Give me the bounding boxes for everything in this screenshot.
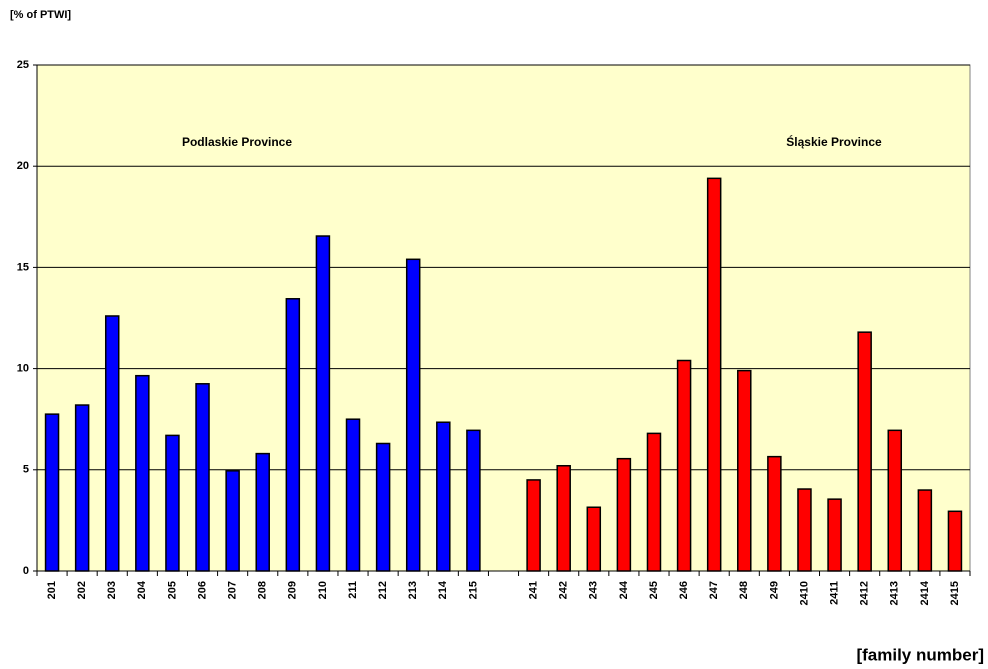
y-tick-label: 0 <box>23 565 29 577</box>
x-tick-label: 247 <box>708 581 720 599</box>
x-tick-label: 242 <box>558 581 570 599</box>
x-tick-label: 207 <box>227 581 239 599</box>
bar <box>195 383 210 572</box>
bar <box>436 421 451 572</box>
x-tick-label: 206 <box>196 581 208 599</box>
x-tick-label: 249 <box>768 581 780 599</box>
bar <box>165 434 180 572</box>
bar <box>737 369 752 572</box>
x-tick-label: 203 <box>106 581 118 599</box>
bar <box>375 442 391 572</box>
x-tick-label: 209 <box>287 581 299 599</box>
x-tick-label: 2413 <box>889 581 901 605</box>
bar <box>104 315 120 572</box>
x-axis-label: [family number] <box>856 645 984 664</box>
x-tick-label: 2410 <box>798 581 810 605</box>
x-tick-label: 213 <box>407 581 419 599</box>
x-tick-label: 214 <box>437 580 449 599</box>
bar <box>315 235 331 572</box>
bar <box>556 465 571 572</box>
bar <box>405 258 421 572</box>
bar <box>616 457 632 572</box>
x-tick-label: 244 <box>618 580 630 599</box>
bar <box>135 374 150 572</box>
y-tick-label: 25 <box>17 59 29 71</box>
series-label: Śląskie Province <box>786 134 882 149</box>
x-tick-label: 243 <box>588 581 600 599</box>
bar <box>74 404 90 572</box>
x-tick-label: 241 <box>528 581 540 599</box>
x-tick-label: 215 <box>467 581 479 599</box>
x-tick-label: 212 <box>377 581 389 599</box>
bar <box>947 510 963 572</box>
x-tick-label: 2412 <box>859 581 871 605</box>
y-tick-label: 5 <box>23 464 29 476</box>
bar <box>706 177 722 572</box>
bar <box>466 429 481 572</box>
series-label: Podlaskie Province <box>182 135 292 149</box>
x-tick-label: 210 <box>317 581 329 599</box>
bar <box>255 452 270 572</box>
x-tick-label: 2415 <box>949 581 961 605</box>
bar <box>586 506 602 572</box>
x-tick-label: 211 <box>347 581 359 599</box>
x-tick-label: 2414 <box>919 580 931 605</box>
bar <box>797 488 812 572</box>
y-tick-label: 20 <box>17 160 29 172</box>
x-tick-label: 245 <box>648 581 660 599</box>
x-tick-label: 205 <box>166 581 178 599</box>
plot-area <box>36 64 971 572</box>
y-tick-label: 10 <box>17 363 29 375</box>
bar <box>767 455 782 572</box>
bar <box>917 489 933 572</box>
bar <box>857 331 872 572</box>
x-tick-label: 202 <box>76 581 88 599</box>
bar <box>285 298 301 572</box>
bar <box>887 429 903 572</box>
x-tick-label: 201 <box>46 581 58 599</box>
bar <box>526 479 541 572</box>
x-tick-label: 246 <box>678 581 690 599</box>
bar <box>676 359 692 572</box>
x-tick-label: 208 <box>257 581 269 599</box>
bar <box>646 432 662 572</box>
x-tick-label: 248 <box>738 581 750 599</box>
bar <box>44 413 60 572</box>
y-tick-label: 15 <box>17 261 29 273</box>
bar <box>827 498 842 572</box>
bar <box>345 418 361 572</box>
x-tick-label: 204 <box>136 580 148 599</box>
bar <box>225 470 240 572</box>
x-tick-label: 2411 <box>828 581 840 605</box>
y-axis-label: [% of PTWI] <box>10 9 71 21</box>
